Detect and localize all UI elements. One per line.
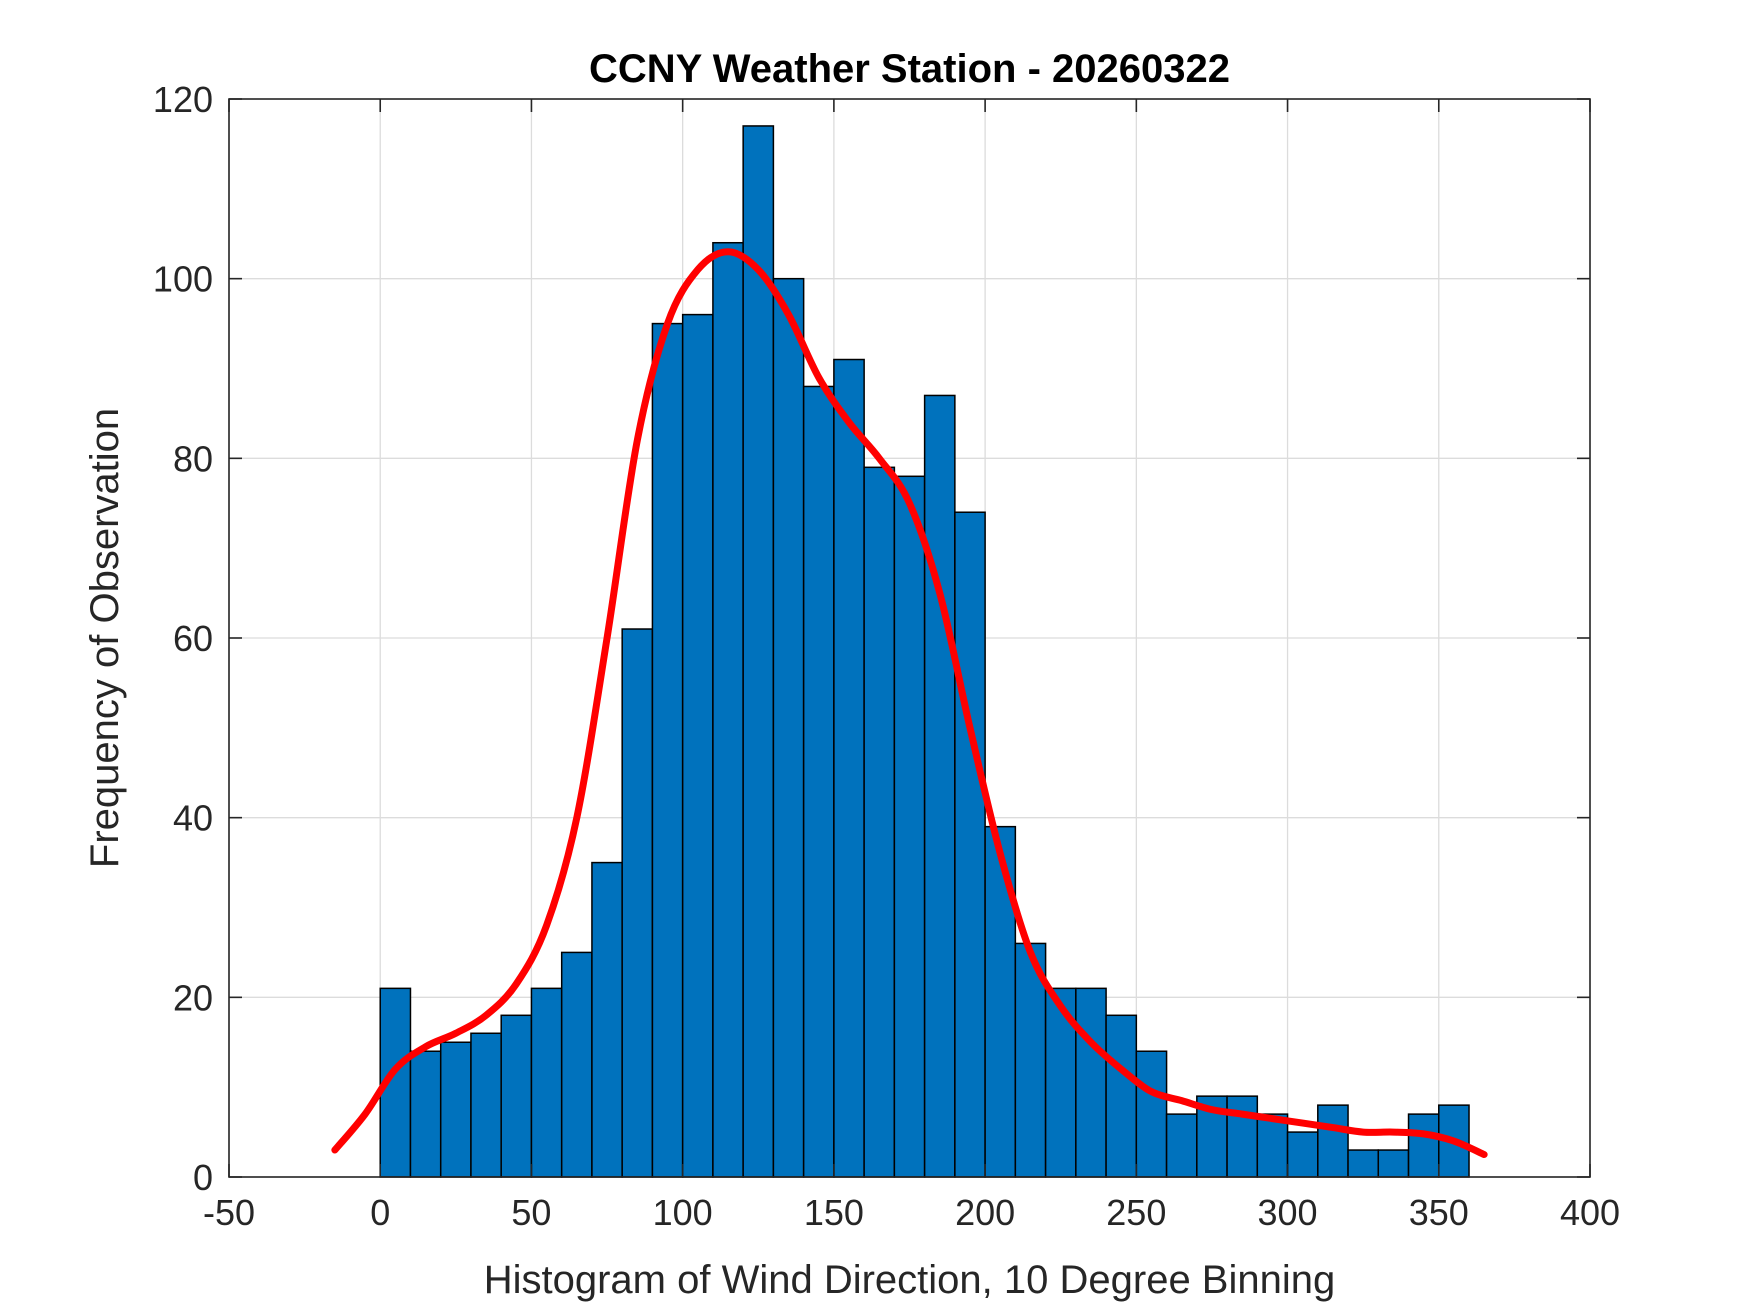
histogram-bars [379,125,1470,1178]
histogram-bar [470,1032,502,1178]
histogram-bar [833,358,865,1178]
tick-marks [228,98,1591,1178]
y-tick-label: 100 [153,259,213,300]
histogram-bar [409,1050,442,1178]
histogram-bar [954,511,986,1178]
histogram-bar [1377,1149,1410,1178]
histogram-bar [893,475,926,1178]
y-tick-label: 60 [173,618,213,659]
histogram-bar [1226,1095,1259,1178]
histogram-bar [560,951,593,1178]
histogram-bar [1347,1149,1380,1178]
x-tick-labels: -50 0 50 100 150 200 250 300 350 400 [203,1192,1620,1233]
x-tick-label: 400 [1560,1192,1620,1233]
x-tick-label: 0 [370,1192,390,1233]
y-tick-label: 20 [173,977,213,1018]
histogram-bar [1407,1113,1440,1178]
x-tick-label: -50 [203,1192,255,1233]
histogram-bar [1256,1113,1289,1178]
y-axis-title: Frequency of Observation [83,408,127,868]
y-tick-labels: 0 20 40 60 80 100 120 [153,79,213,1198]
x-tick-label: 150 [804,1192,864,1233]
histogram-bar [1165,1113,1198,1178]
x-tick-label: 100 [653,1192,713,1233]
histogram-bar [651,322,684,1178]
chart-title: CCNY Weather Station - 20260322 [589,47,1230,91]
histogram-bar [1286,1131,1319,1178]
histogram-bar [1317,1104,1349,1178]
x-tick-label: 50 [511,1192,551,1233]
histogram-bar [1105,1014,1138,1178]
histogram-bar [712,241,744,1178]
histogram-bar [802,385,835,1178]
x-tick-label: 300 [1258,1192,1318,1233]
x-tick-label: 350 [1409,1192,1469,1233]
histogram-bar [863,466,896,1178]
y-tick-label: 40 [173,798,213,839]
histogram-bar [591,861,623,1178]
histogram-bar [923,394,956,1178]
histogram-bar [500,1014,533,1178]
histogram-bar [1135,1050,1168,1178]
histogram-bar [439,1041,472,1178]
y-tick-label: 120 [153,79,213,120]
histogram-bar [530,987,563,1178]
histogram-bar [1075,987,1107,1178]
x-axis-title: Histogram of Wind Direction, 10 Degree B… [484,1258,1336,1302]
histogram-bar [772,277,805,1178]
x-tick-label: 250 [1106,1192,1166,1233]
histogram-bar [681,313,714,1178]
fit-curve [331,248,1488,1159]
histogram-bar [621,628,654,1178]
histogram-bar [742,125,775,1178]
x-tick-label: 200 [955,1192,1015,1233]
y-tick-label: 80 [173,438,213,479]
y-tick-label: 0 [193,1157,213,1198]
